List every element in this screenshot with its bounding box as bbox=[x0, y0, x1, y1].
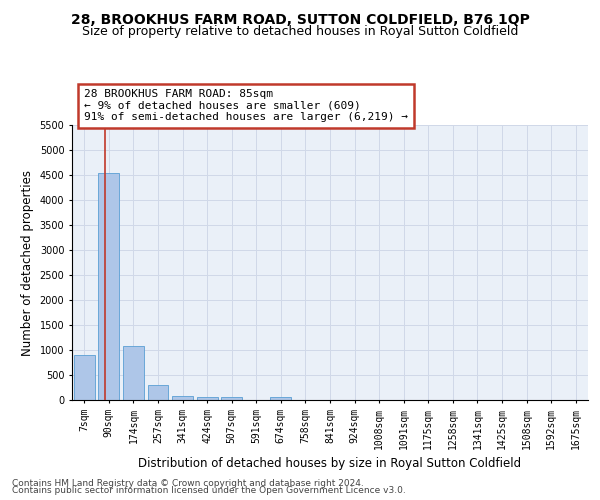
Bar bbox=[98, 172, 119, 400]
Text: Size of property relative to detached houses in Royal Sutton Coldfield: Size of property relative to detached ho… bbox=[82, 25, 518, 38]
Text: Contains public sector information licensed under the Open Government Licence v3: Contains public sector information licen… bbox=[12, 486, 406, 495]
Bar bbox=[172, 396, 193, 400]
Text: Contains HM Land Registry data © Crown copyright and database right 2024.: Contains HM Land Registry data © Crown c… bbox=[12, 478, 364, 488]
Bar bbox=[74, 355, 95, 400]
Y-axis label: Number of detached properties: Number of detached properties bbox=[21, 170, 34, 356]
Bar bbox=[148, 385, 169, 400]
Bar bbox=[271, 397, 292, 400]
X-axis label: Distribution of detached houses by size in Royal Sutton Coldfield: Distribution of detached houses by size … bbox=[139, 457, 521, 470]
Bar bbox=[197, 397, 218, 400]
Text: 28 BROOKHUS FARM ROAD: 85sqm
← 9% of detached houses are smaller (609)
91% of se: 28 BROOKHUS FARM ROAD: 85sqm ← 9% of det… bbox=[84, 90, 408, 122]
Bar bbox=[123, 346, 144, 400]
Bar bbox=[221, 397, 242, 400]
Text: 28, BROOKHUS FARM ROAD, SUTTON COLDFIELD, B76 1QP: 28, BROOKHUS FARM ROAD, SUTTON COLDFIELD… bbox=[71, 12, 529, 26]
